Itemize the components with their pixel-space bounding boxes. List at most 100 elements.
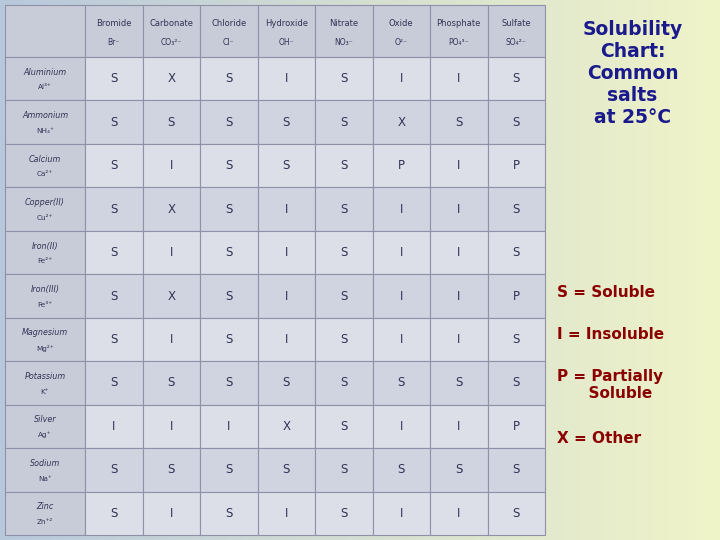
Bar [258,144,315,187]
Text: S: S [340,159,348,172]
Text: X: X [167,72,175,85]
Text: S: S [225,376,233,389]
Text: S: S [110,72,117,85]
Text: Zn⁺²: Zn⁺² [37,519,53,525]
Text: S: S [340,116,348,129]
Bar [143,448,200,491]
Text: S: S [282,376,290,389]
Text: I: I [457,159,460,172]
Text: I: I [457,246,460,259]
Text: Ca²⁺: Ca²⁺ [37,171,53,177]
Bar [200,491,258,535]
Text: S: S [168,463,175,476]
Text: Iron(III): Iron(III) [30,285,60,294]
Text: S: S [110,246,117,259]
Bar [200,231,258,274]
Text: I: I [284,202,288,215]
Text: S: S [282,116,290,129]
Text: I: I [400,507,403,520]
Bar [258,448,315,491]
Text: X = Other: X = Other [557,431,641,446]
Bar [200,361,258,404]
Bar [5,491,85,535]
Text: I: I [284,246,288,259]
Bar [487,361,545,404]
Text: Ag⁺: Ag⁺ [38,431,52,438]
Bar [85,274,143,318]
Text: Br⁻: Br⁻ [107,38,120,47]
Bar [258,57,315,100]
Bar [85,318,143,361]
Text: S: S [340,246,348,259]
Text: S: S [110,159,117,172]
Text: Na⁺: Na⁺ [38,476,52,482]
Text: I: I [170,159,173,172]
Text: Zinc: Zinc [37,502,53,511]
Text: Hydroxide: Hydroxide [265,19,307,28]
Bar [372,144,430,187]
Text: I: I [170,420,173,433]
Bar [258,231,315,274]
Text: I: I [457,507,460,520]
Text: S: S [225,159,233,172]
Text: S: S [513,376,520,389]
Text: Ammonium: Ammonium [22,111,68,120]
Text: S: S [110,507,117,520]
Text: S: S [513,202,520,215]
Text: Oxide: Oxide [389,19,413,28]
Bar [315,231,372,274]
Text: S = Soluble: S = Soluble [557,285,655,300]
Bar [487,144,545,187]
Text: Solubility
Chart:
Common
salts
at 25°C: Solubility Chart: Common salts at 25°C [582,20,683,127]
Bar [487,100,545,144]
Bar [85,187,143,231]
Bar [85,100,143,144]
Bar [315,318,372,361]
Text: S: S [340,202,348,215]
Bar [5,231,85,274]
Text: S: S [455,116,462,129]
Text: X: X [282,420,290,433]
Bar [5,5,85,57]
Bar [372,318,430,361]
Text: SO₄²⁻: SO₄²⁻ [506,38,526,47]
Bar [487,57,545,100]
Text: P: P [513,159,520,172]
Bar [200,404,258,448]
Text: S: S [513,72,520,85]
Bar [143,274,200,318]
Bar [200,5,258,57]
Text: OH⁻: OH⁻ [279,38,294,47]
Text: Aluminium: Aluminium [24,68,66,77]
Bar [5,318,85,361]
Text: S: S [225,507,233,520]
Text: I: I [284,289,288,302]
Text: S: S [340,463,348,476]
Bar [315,404,372,448]
Text: S: S [110,376,117,389]
Bar [143,144,200,187]
Bar [143,5,200,57]
Bar [5,187,85,231]
Text: S: S [397,376,405,389]
Text: S: S [282,463,290,476]
Bar [5,361,85,404]
Text: Fe³⁺: Fe³⁺ [37,302,53,308]
Text: I = Insoluble: I = Insoluble [557,327,664,342]
Bar [85,5,143,57]
Text: S: S [340,289,348,302]
Bar [200,144,258,187]
Text: I: I [457,202,460,215]
Bar [487,187,545,231]
Bar [143,361,200,404]
Text: Silver: Silver [34,415,56,424]
Text: Iron(II): Iron(II) [32,241,58,251]
Bar [315,361,372,404]
Text: I: I [457,420,460,433]
Text: S: S [225,289,233,302]
Bar [200,274,258,318]
Bar [85,361,143,404]
Text: NO₃⁻: NO₃⁻ [334,38,353,47]
Text: I: I [170,333,173,346]
Bar [143,404,200,448]
